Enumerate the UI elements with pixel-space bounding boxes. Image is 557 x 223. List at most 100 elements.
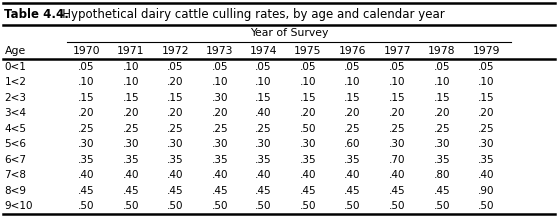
- Text: .30: .30: [167, 139, 184, 149]
- Text: .25: .25: [389, 124, 405, 134]
- Text: .50: .50: [389, 201, 405, 211]
- Text: .05: .05: [78, 62, 95, 72]
- Text: .15: .15: [433, 93, 450, 103]
- Text: .45: .45: [167, 186, 184, 196]
- Text: .10: .10: [255, 77, 272, 87]
- Text: .15: .15: [123, 93, 139, 103]
- Text: .05: .05: [167, 62, 184, 72]
- Text: 1<2: 1<2: [4, 77, 26, 87]
- Text: Hypothetical dairy cattle culling rates, by age and calendar year: Hypothetical dairy cattle culling rates,…: [51, 8, 445, 21]
- Text: .80: .80: [433, 170, 450, 180]
- Text: .45: .45: [78, 186, 95, 196]
- Text: .40: .40: [344, 170, 361, 180]
- Text: .35: .35: [167, 155, 184, 165]
- Text: .10: .10: [212, 77, 228, 87]
- Text: 6<7: 6<7: [4, 155, 26, 165]
- Text: .10: .10: [344, 77, 361, 87]
- Text: .35: .35: [123, 155, 139, 165]
- Text: .20: .20: [300, 108, 316, 118]
- Text: .50: .50: [255, 201, 272, 211]
- Text: .30: .30: [78, 139, 95, 149]
- Text: .20: .20: [123, 108, 139, 118]
- Text: .45: .45: [123, 186, 139, 196]
- Text: 1971: 1971: [117, 45, 145, 56]
- Text: .05: .05: [255, 62, 272, 72]
- Text: .30: .30: [478, 139, 495, 149]
- Text: .10: .10: [478, 77, 495, 87]
- Text: .50: .50: [344, 201, 361, 211]
- Text: .30: .30: [300, 139, 316, 149]
- Text: Age: Age: [4, 45, 26, 56]
- Text: .25: .25: [78, 124, 95, 134]
- Text: .50: .50: [300, 124, 316, 134]
- Text: .70: .70: [389, 155, 405, 165]
- Text: 1977: 1977: [383, 45, 411, 56]
- Text: .50: .50: [300, 201, 316, 211]
- Text: .30: .30: [433, 139, 450, 149]
- Text: .45: .45: [389, 186, 405, 196]
- Text: .15: .15: [167, 93, 184, 103]
- Text: .40: .40: [300, 170, 316, 180]
- Text: .40: .40: [212, 170, 228, 180]
- Text: .30: .30: [123, 139, 139, 149]
- Text: .20: .20: [389, 108, 405, 118]
- Text: .30: .30: [212, 139, 228, 149]
- Text: .20: .20: [212, 108, 228, 118]
- Text: .10: .10: [433, 77, 450, 87]
- Text: .30: .30: [255, 139, 272, 149]
- Text: 1978: 1978: [428, 45, 456, 56]
- Text: .05: .05: [300, 62, 316, 72]
- Text: .15: .15: [389, 93, 405, 103]
- Text: 1972: 1972: [162, 45, 189, 56]
- Text: .10: .10: [78, 77, 95, 87]
- Text: 7<8: 7<8: [4, 170, 26, 180]
- Text: .50: .50: [433, 201, 450, 211]
- Text: .50: .50: [123, 201, 139, 211]
- Text: .20: .20: [167, 108, 184, 118]
- Text: .50: .50: [478, 201, 495, 211]
- Text: .90: .90: [478, 186, 495, 196]
- Text: 2<3: 2<3: [4, 93, 26, 103]
- Text: 1974: 1974: [250, 45, 277, 56]
- Text: .20: .20: [344, 108, 361, 118]
- Text: .20: .20: [478, 108, 495, 118]
- Text: .60: .60: [344, 139, 361, 149]
- Text: 3<4: 3<4: [4, 108, 26, 118]
- Text: .45: .45: [344, 186, 361, 196]
- Text: .50: .50: [78, 201, 95, 211]
- Text: .30: .30: [212, 93, 228, 103]
- Text: 1973: 1973: [206, 45, 234, 56]
- Text: 5<6: 5<6: [4, 139, 26, 149]
- Text: .35: .35: [433, 155, 450, 165]
- Text: .25: .25: [167, 124, 184, 134]
- Text: .10: .10: [300, 77, 316, 87]
- Text: .25: .25: [433, 124, 450, 134]
- Text: .35: .35: [78, 155, 95, 165]
- Text: .15: .15: [344, 93, 361, 103]
- Text: 1970: 1970: [72, 45, 100, 56]
- Text: .35: .35: [478, 155, 495, 165]
- Text: .40: .40: [255, 108, 272, 118]
- Text: 1976: 1976: [339, 45, 367, 56]
- Text: .25: .25: [478, 124, 495, 134]
- Text: .05: .05: [344, 62, 361, 72]
- Text: .25: .25: [344, 124, 361, 134]
- Text: .45: .45: [433, 186, 450, 196]
- Text: .50: .50: [212, 201, 228, 211]
- Text: .35: .35: [255, 155, 272, 165]
- Text: .40: .40: [78, 170, 95, 180]
- Text: .20: .20: [433, 108, 450, 118]
- Text: .25: .25: [212, 124, 228, 134]
- Text: Year of Survey: Year of Survey: [250, 29, 328, 39]
- Text: 8<9: 8<9: [4, 186, 26, 196]
- Text: .05: .05: [433, 62, 450, 72]
- Text: .25: .25: [123, 124, 139, 134]
- Text: .15: .15: [478, 93, 495, 103]
- Text: .15: .15: [255, 93, 272, 103]
- Text: .45: .45: [300, 186, 316, 196]
- Text: .40: .40: [123, 170, 139, 180]
- Text: 1979: 1979: [472, 45, 500, 56]
- Text: 1975: 1975: [294, 45, 322, 56]
- Text: .05: .05: [478, 62, 495, 72]
- Text: .30: .30: [389, 139, 405, 149]
